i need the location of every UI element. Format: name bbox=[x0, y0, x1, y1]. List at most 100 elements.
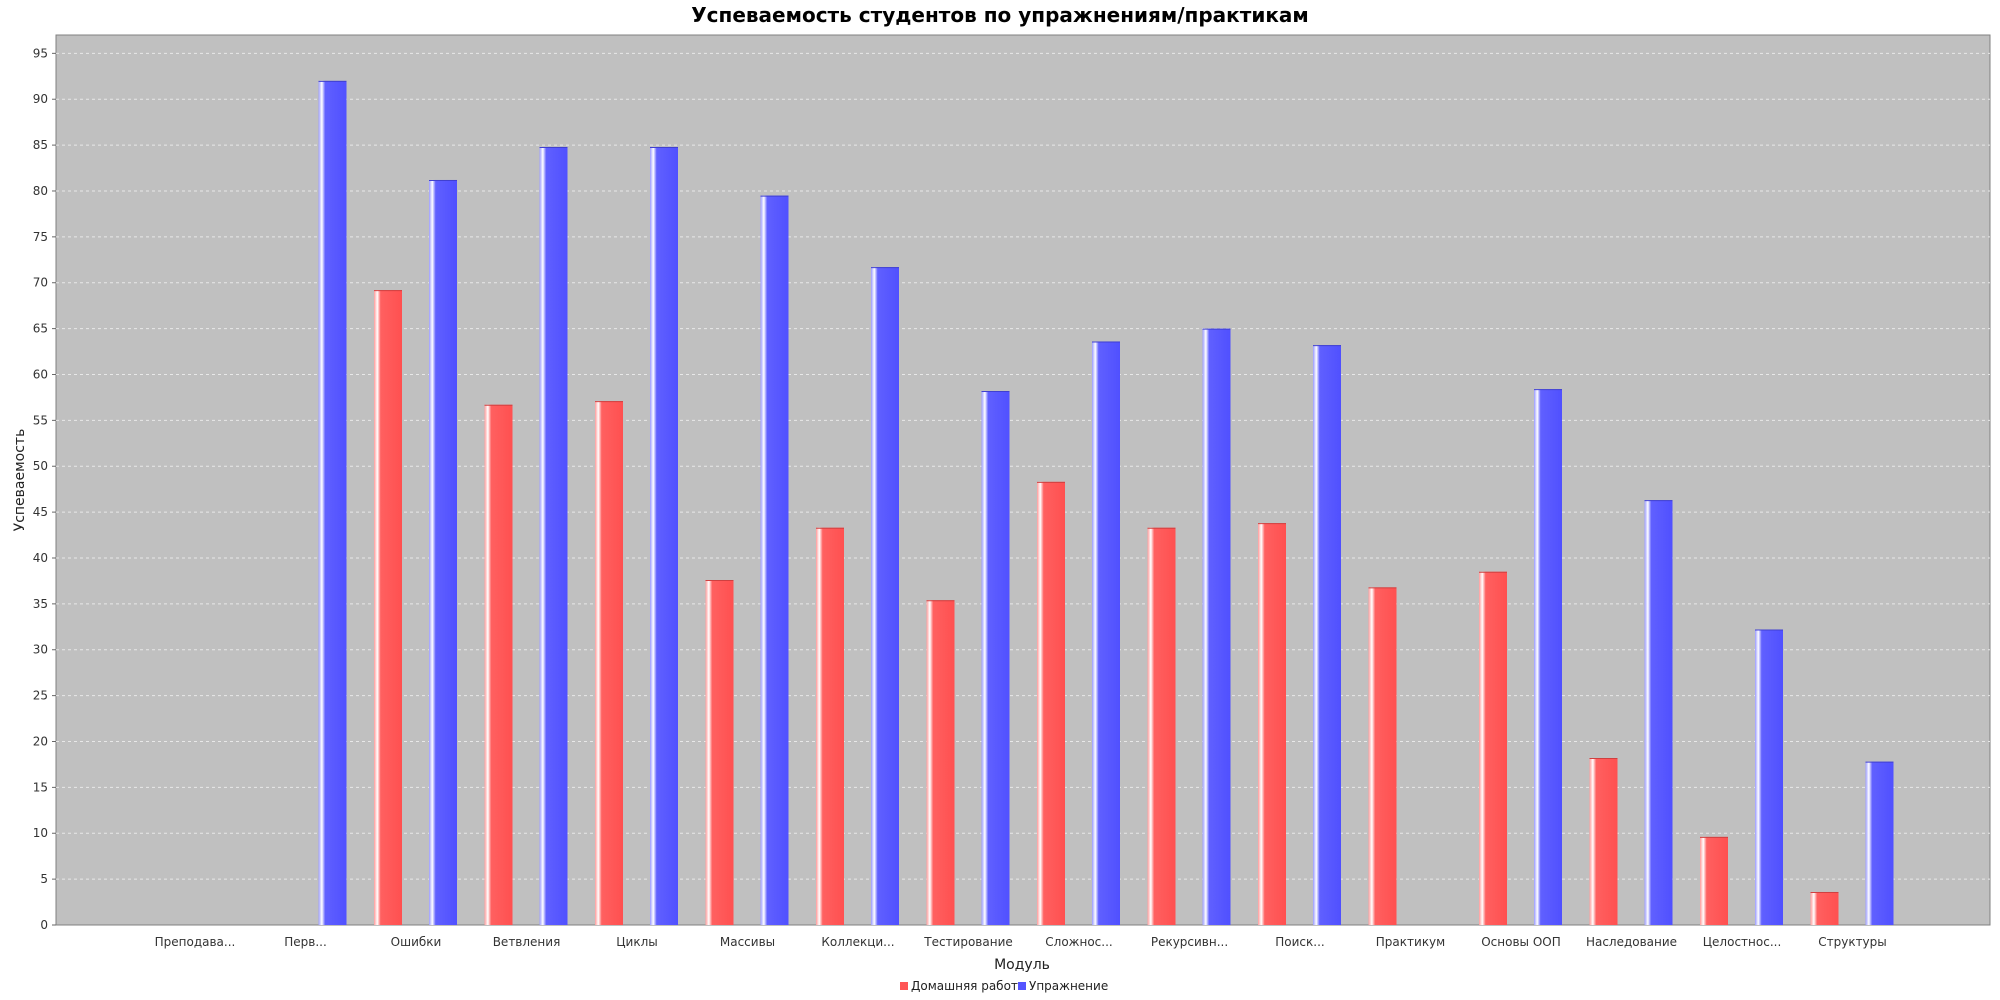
bar-body bbox=[1644, 500, 1673, 925]
y-tick-label: 90 bbox=[33, 92, 48, 106]
x-tick-label: Рекурсивн... bbox=[1151, 935, 1228, 949]
bar bbox=[484, 404, 513, 925]
y-tick-label: 20 bbox=[33, 734, 48, 748]
bar bbox=[1534, 389, 1562, 926]
y-tick-label: 85 bbox=[33, 138, 48, 152]
bar bbox=[1479, 571, 1507, 925]
bar bbox=[318, 80, 347, 926]
y-tick-label: 25 bbox=[33, 689, 48, 703]
bar bbox=[429, 179, 457, 926]
bar-body bbox=[484, 404, 513, 925]
bar-body bbox=[760, 195, 789, 925]
bar-body bbox=[1865, 761, 1894, 925]
x-tick-label: Основы ООП bbox=[1481, 935, 1561, 949]
bar-body bbox=[1147, 527, 1176, 925]
bar-body bbox=[1700, 836, 1728, 925]
y-tick-label: 45 bbox=[33, 505, 48, 519]
bar-body bbox=[926, 600, 955, 925]
legend-swatch bbox=[1018, 982, 1026, 990]
bar bbox=[1700, 836, 1728, 925]
bar bbox=[1589, 758, 1618, 925]
x-tick-label: Перв... bbox=[284, 935, 327, 949]
bar-body bbox=[816, 527, 844, 925]
bar-body bbox=[650, 146, 678, 926]
bar bbox=[1037, 481, 1065, 925]
y-tick-label: 40 bbox=[33, 551, 48, 565]
bar bbox=[1865, 761, 1894, 925]
bar bbox=[926, 600, 955, 925]
x-tick-label: Структуры bbox=[1818, 935, 1887, 949]
bar bbox=[1755, 629, 1783, 925]
bar bbox=[981, 391, 1010, 925]
bar bbox=[650, 146, 678, 926]
x-axis-title: Модуль bbox=[994, 957, 1050, 973]
bar-body bbox=[1313, 345, 1341, 925]
bar-body bbox=[1258, 523, 1286, 925]
bar-body bbox=[318, 80, 347, 926]
bar-body bbox=[1037, 481, 1065, 925]
bar bbox=[374, 290, 402, 926]
y-axis-title: Успеваемость bbox=[12, 429, 28, 532]
bar bbox=[1202, 328, 1231, 925]
x-tick-label: Ошибки bbox=[391, 935, 442, 949]
x-tick-label: Тестирование bbox=[923, 935, 1013, 949]
bar-body bbox=[595, 401, 623, 925]
bar bbox=[1313, 345, 1341, 925]
bar-body bbox=[1534, 389, 1562, 926]
bar bbox=[1092, 341, 1120, 925]
grid-lines bbox=[56, 52, 1990, 880]
bar bbox=[705, 580, 734, 925]
bar bbox=[539, 146, 568, 926]
bar-body bbox=[1479, 571, 1507, 925]
x-tick-label: Циклы bbox=[616, 935, 658, 949]
y-tick-label: 80 bbox=[33, 184, 48, 198]
bar-body bbox=[1202, 328, 1231, 925]
y-tick-label: 55 bbox=[33, 413, 48, 427]
bar-body bbox=[374, 290, 402, 926]
y-tick-label: 70 bbox=[33, 276, 48, 290]
bars bbox=[318, 80, 1894, 926]
legend: Домашняя работа Упражнение bbox=[900, 979, 1108, 993]
y-tick-label: 30 bbox=[33, 643, 48, 657]
x-tick-label: Сложнос... bbox=[1045, 935, 1112, 949]
y-tick-label: 35 bbox=[33, 597, 48, 611]
y-tick-label: 10 bbox=[33, 826, 48, 840]
bar bbox=[1810, 891, 1839, 925]
bar-body bbox=[1368, 587, 1397, 925]
x-tick-label: Поиск... bbox=[1275, 935, 1324, 949]
legend-swatch bbox=[900, 982, 908, 990]
bar bbox=[816, 527, 844, 925]
bar bbox=[1258, 523, 1286, 925]
y-tick-label: 15 bbox=[33, 780, 48, 794]
bar bbox=[1368, 587, 1397, 925]
bar-body bbox=[1810, 891, 1839, 925]
bar bbox=[760, 195, 789, 925]
x-tick-label: Массивы bbox=[720, 935, 775, 949]
y-tick-label: 65 bbox=[33, 322, 48, 336]
bar-body bbox=[539, 146, 568, 926]
y-tick-label: 75 bbox=[33, 230, 48, 244]
chart-title: Успеваемость студентов по упражнениям/пр… bbox=[691, 3, 1309, 27]
y-tick-label: 5 bbox=[40, 872, 48, 886]
bar-body bbox=[871, 267, 899, 925]
x-tick-label: Коллекци... bbox=[821, 935, 894, 949]
bar bbox=[871, 267, 899, 925]
legend-label: Домашняя работа bbox=[911, 979, 1025, 993]
y-axis: 0 5 10 15 20 25 30 35 40 45 50 55 60 65 70 75 80 85 90 95 bbox=[33, 46, 56, 932]
x-tick-label: Преподава... bbox=[155, 935, 236, 949]
bar bbox=[1147, 527, 1176, 925]
bar-body bbox=[1589, 758, 1618, 925]
y-tick-label: 60 bbox=[33, 367, 48, 381]
legend-label: Упражнение bbox=[1029, 979, 1108, 993]
y-tick-label: 50 bbox=[33, 459, 48, 473]
bar-body bbox=[429, 179, 457, 926]
bar-body bbox=[1755, 629, 1783, 925]
bar bbox=[1644, 500, 1673, 925]
bar bbox=[595, 401, 623, 925]
x-axis: Преподава... Перв... Ошибки Ветвления Циклы М… bbox=[155, 935, 1887, 949]
y-tick-label: 0 bbox=[40, 918, 48, 932]
bar-body bbox=[981, 391, 1010, 925]
x-tick-label: Наследование bbox=[1586, 935, 1677, 949]
